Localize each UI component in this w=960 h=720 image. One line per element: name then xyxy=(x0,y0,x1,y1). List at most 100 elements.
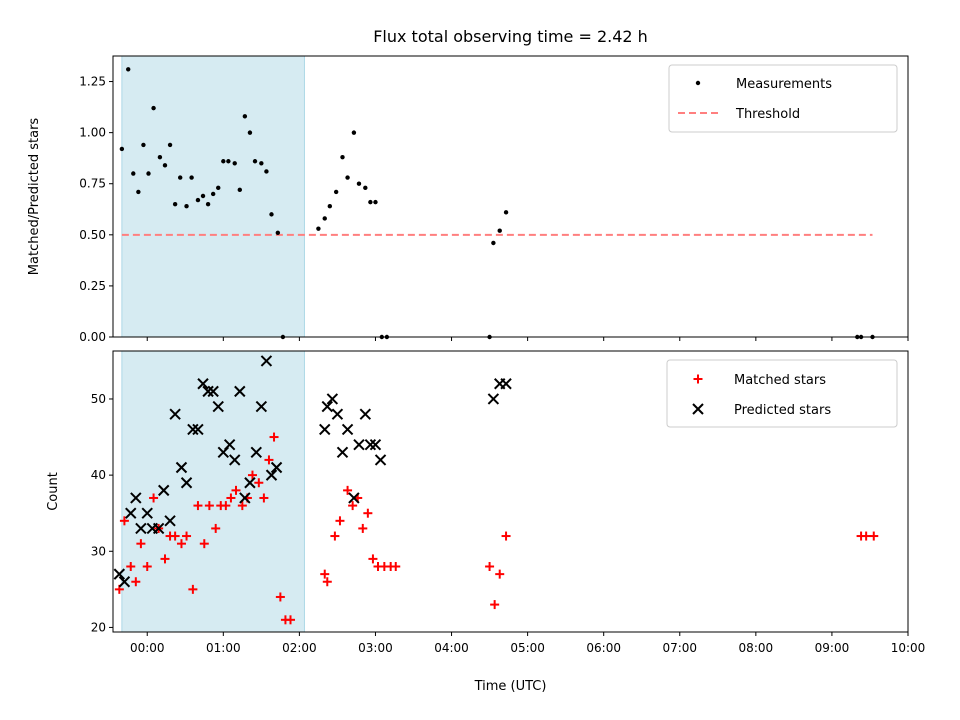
predicted-star-points xyxy=(113,355,512,588)
predicted-point-8 xyxy=(158,484,170,497)
observing-span xyxy=(121,350,305,633)
measurement-point-8 xyxy=(162,163,168,168)
predicted-point-41 xyxy=(374,454,387,466)
bottom-axes-frame xyxy=(112,350,909,633)
matched-point-22 xyxy=(237,501,247,511)
matched-point-25 xyxy=(254,478,264,488)
top-y-axis-label: Matched/Predicted stars xyxy=(27,118,42,276)
top-y-tick-label-5: 1.25 xyxy=(79,75,106,89)
predicted-point-44 xyxy=(500,378,512,390)
measurement-point-20 xyxy=(226,159,231,164)
measurement-point-45 xyxy=(491,240,496,246)
matched-point-20 xyxy=(226,493,236,503)
x-tick-label-0: 00:00 xyxy=(130,641,165,655)
predicted-point-10 xyxy=(169,408,181,420)
x-tick-label-10: 10:00 xyxy=(891,641,926,655)
predicted-point-20 xyxy=(223,438,236,451)
measurement-point-12 xyxy=(184,204,189,209)
matched-point-40 xyxy=(363,508,373,518)
matched-point-6 xyxy=(149,493,159,503)
measurement-point-21 xyxy=(232,161,237,166)
top-y-tick-label-3: 0.75 xyxy=(79,177,106,191)
matched-point-48 xyxy=(495,569,505,579)
x-tick-label-4: 04:00 xyxy=(434,641,469,655)
top-legend: Measurements Threshold xyxy=(668,64,898,133)
measurement-point-40 xyxy=(368,199,373,205)
predicted-point-4 xyxy=(135,522,147,535)
predicted-point-31 xyxy=(321,400,333,413)
top-axes-frame xyxy=(112,55,909,338)
matched-point-29 xyxy=(275,592,285,602)
matched-point-21 xyxy=(231,485,241,495)
legend-label-measurements: Measurements xyxy=(736,77,832,92)
predicted-point-40 xyxy=(369,438,382,451)
predicted-point-1 xyxy=(118,576,131,588)
matched-point-11 xyxy=(176,539,186,549)
matched-point-51 xyxy=(861,531,871,541)
predicted-point-26 xyxy=(255,400,268,413)
matched-point-28 xyxy=(269,432,279,442)
predicted-point-37 xyxy=(353,438,365,451)
matched-point-52 xyxy=(869,531,879,541)
top-y-tick-label-2: 0.50 xyxy=(79,228,106,242)
measurement-point-19 xyxy=(221,159,226,164)
matched-point-12 xyxy=(182,531,192,541)
predicted-point-33 xyxy=(331,408,344,420)
measurement-point-1 xyxy=(126,67,131,72)
measurement-point-27 xyxy=(264,169,269,174)
measurement-point-32 xyxy=(322,216,327,221)
matched-point-49 xyxy=(501,531,511,541)
predicted-point-38 xyxy=(359,408,372,420)
matched-point-34 xyxy=(330,531,340,541)
bottom-legend-box xyxy=(666,359,898,428)
measurement-point-7 xyxy=(157,154,163,160)
measurement-point-14 xyxy=(195,197,201,203)
x-tick-label-1: 01:00 xyxy=(206,641,241,655)
top-legend-box xyxy=(668,64,898,133)
predicted-point-34 xyxy=(336,446,349,458)
legend-label-matched: Matched stars xyxy=(734,373,826,388)
chart-title: Flux total observing time = 2.42 h xyxy=(373,27,648,46)
matched-point-3 xyxy=(131,577,141,587)
bottom-x-ticks: 00:00 01:00 02:00 03:00 04:00 05:00 06:00 07:00… xyxy=(130,632,925,655)
predicted-point-28 xyxy=(265,469,278,481)
x-tick-label-3: 03:00 xyxy=(358,641,393,655)
matched-point-26 xyxy=(259,493,269,503)
top-x-ticks xyxy=(146,337,909,341)
matched-point-4 xyxy=(136,539,146,549)
matched-point-37 xyxy=(348,501,358,511)
legend-marker-measurements xyxy=(695,80,701,86)
legend-plus-marker xyxy=(693,374,703,384)
matched-point-15 xyxy=(199,539,209,549)
predicted-point-5 xyxy=(141,507,153,519)
measurement-point-31 xyxy=(316,226,321,231)
measurement-point-23 xyxy=(242,114,248,119)
matched-point-14 xyxy=(193,501,203,511)
predicted-point-15 xyxy=(197,378,209,390)
x-tick-label-5: 05:00 xyxy=(510,641,545,655)
measurement-point-24 xyxy=(247,130,253,135)
matched-point-10 xyxy=(170,531,180,541)
measurement-point-6 xyxy=(151,105,156,111)
measurement-point-3 xyxy=(136,189,141,195)
matched-point-8 xyxy=(160,554,170,564)
predicted-point-3 xyxy=(130,492,142,504)
predicted-point-11 xyxy=(175,461,188,474)
predicted-point-12 xyxy=(180,477,193,489)
predicted-point-22 xyxy=(234,385,246,398)
predicted-point-17 xyxy=(207,385,219,398)
measurement-point-0 xyxy=(119,146,125,152)
measurement-point-28 xyxy=(269,212,274,217)
predicted-point-32 xyxy=(326,393,339,405)
x-tick-label-9: 09:00 xyxy=(815,641,850,655)
measurement-point-34 xyxy=(333,189,339,195)
matched-point-13 xyxy=(188,584,198,594)
bottom-legend: Matched stars Predicted stars xyxy=(666,359,898,428)
legend-marker-matched xyxy=(693,374,703,384)
predicted-point-30 xyxy=(319,423,331,436)
measurement-point-18 xyxy=(216,185,221,191)
bottom-y-axis-label: Count xyxy=(46,472,61,511)
predicted-point-24 xyxy=(244,477,256,489)
matched-point-17 xyxy=(211,523,221,533)
measurement-point-10 xyxy=(172,201,178,207)
